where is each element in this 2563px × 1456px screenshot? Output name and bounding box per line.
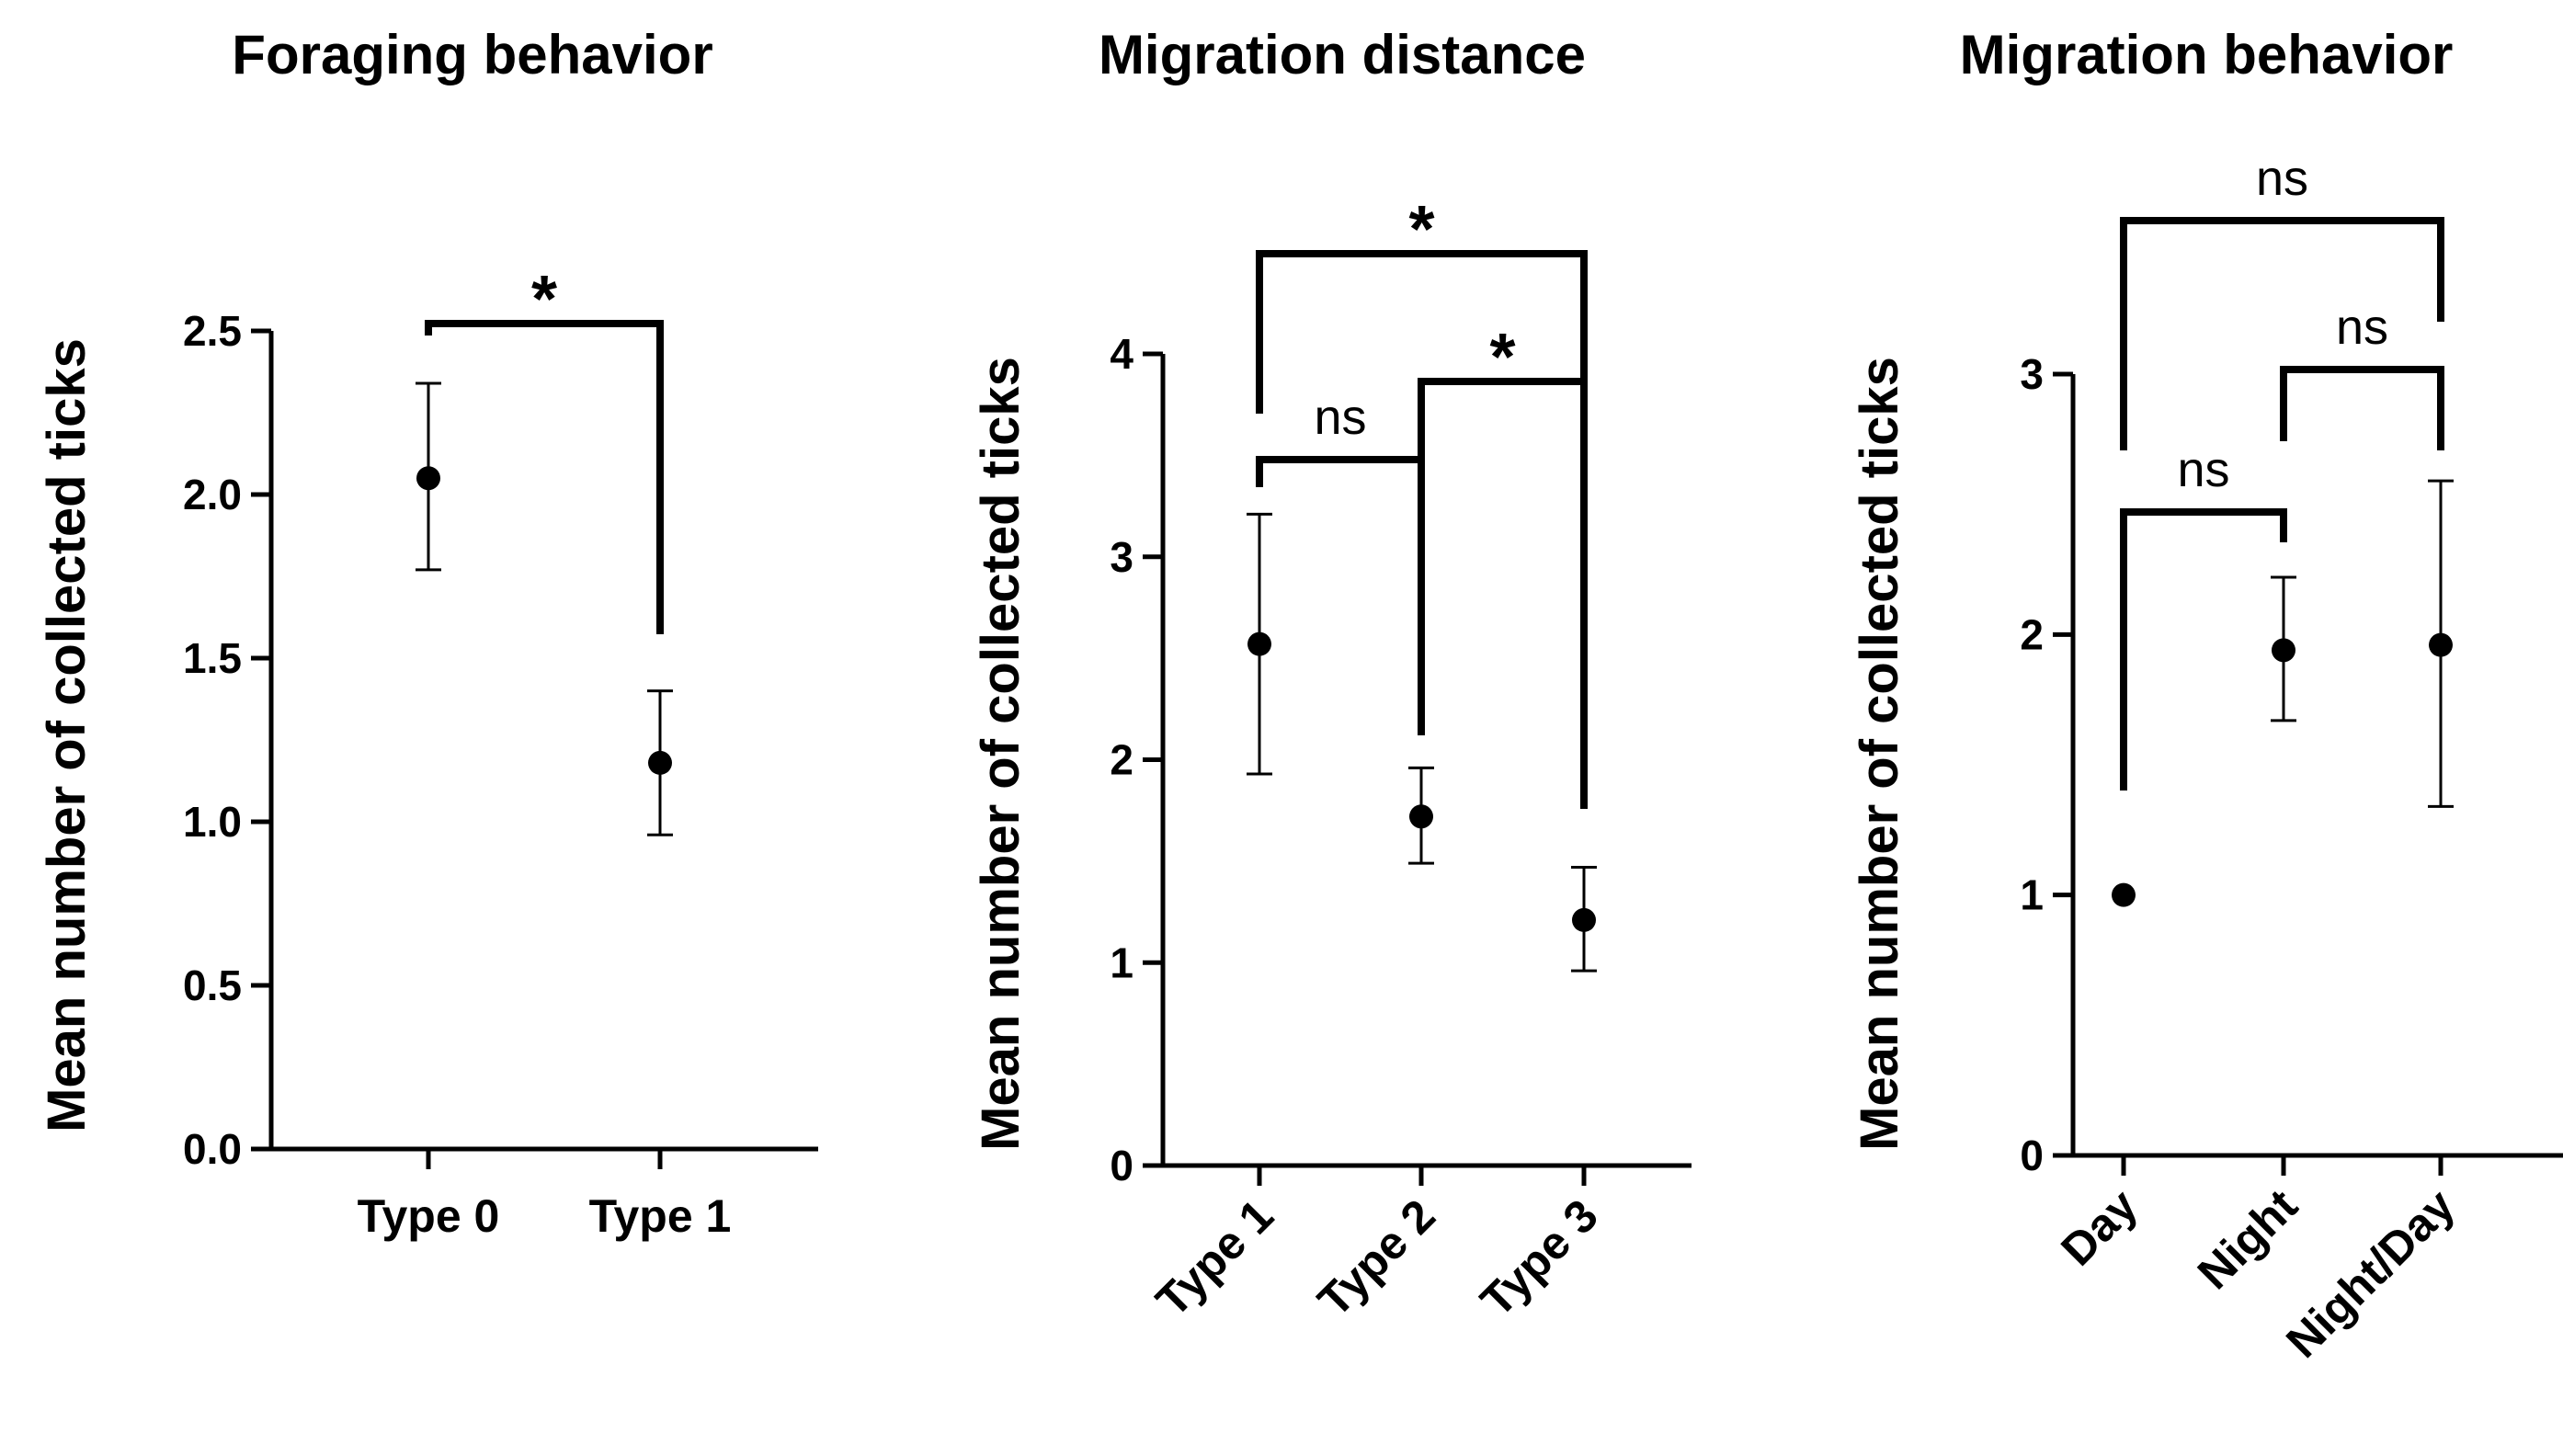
- y-tick-label: 2.5: [183, 307, 242, 355]
- significance-bracket: [2280, 366, 2444, 450]
- significance-bracket: [2120, 508, 2287, 791]
- significance-label: *: [531, 263, 557, 336]
- y-axis-label: Mean number of collected ticks: [37, 338, 97, 1132]
- data-point-type-1: [1247, 631, 1271, 656]
- data-point-type-0: [416, 466, 440, 491]
- chart-title: Foraging behavior: [232, 24, 712, 85]
- data-point-night-day: [2429, 632, 2453, 657]
- y-tick-label: 0.0: [183, 1125, 242, 1173]
- significance-bracket: [425, 320, 664, 634]
- chart-title: Migration distance: [1099, 24, 1586, 85]
- y-tick-label: 4: [1110, 330, 1133, 378]
- x-tick-label-type-1: Type 1: [589, 1190, 732, 1242]
- x-tick-label-type-2: Type 2: [1308, 1189, 1445, 1326]
- significance-label: ns: [2256, 151, 2308, 206]
- y-axis-label: Mean number of collected ticks: [1850, 357, 1909, 1151]
- x-tick-label-type-0: Type 0: [358, 1190, 500, 1242]
- y-tick-label: 0.5: [183, 961, 242, 1009]
- significance-label: ns: [2177, 442, 2229, 497]
- x-tick-label-night-day: Night/Day: [2276, 1179, 2465, 1368]
- y-tick-label: 3: [2020, 350, 2044, 398]
- panel-foraging-behavior: Foraging behavior Mean number of collecte…: [37, 24, 818, 1242]
- y-tick-label: 1: [1110, 938, 1133, 986]
- significance-label: ns: [1314, 390, 1366, 445]
- significance-bracket: [1418, 378, 1588, 809]
- y-tick-label: 2: [1110, 736, 1133, 784]
- y-tick-label: 0: [1110, 1142, 1133, 1189]
- x-tick-label-day: Day: [2051, 1179, 2147, 1276]
- x-tick-label-type-1: Type 1: [1146, 1189, 1283, 1326]
- chart-title: Migration behavior: [1960, 24, 2454, 85]
- data-point-type-2: [1409, 804, 1433, 829]
- data-point-night: [2272, 638, 2295, 663]
- x-tick-label-type-3: Type 3: [1471, 1189, 1608, 1326]
- panel-migration-behavior: Migration behavior Mean number of collect…: [1850, 24, 2563, 1368]
- data-point-type-3: [1572, 907, 1596, 932]
- y-tick-label: 2: [2020, 610, 2044, 658]
- panel-migration-distance: Migration distance Mean number of collect…: [971, 24, 1692, 1326]
- significance-bracket: [1256, 250, 1588, 809]
- data-point-day: [2112, 882, 2136, 907]
- y-tick-label: 3: [1110, 533, 1133, 581]
- y-tick-label: 0: [2020, 1132, 2044, 1179]
- y-tick-label: 2.0: [183, 471, 242, 518]
- significance-bracket: [1256, 456, 1425, 735]
- significance-label: ns: [2336, 300, 2388, 355]
- x-tick-label-night: Night: [2188, 1179, 2307, 1299]
- y-tick-label: 1.0: [183, 798, 242, 846]
- y-axis-label: Mean number of collected ticks: [971, 357, 1031, 1151]
- significance-label: *: [1408, 193, 1434, 267]
- data-point-type-1: [648, 750, 672, 775]
- significance-label: *: [1489, 321, 1515, 394]
- y-tick-label: 1.5: [183, 634, 242, 682]
- y-tick-label: 1: [2020, 871, 2044, 919]
- significance-bracket: [2120, 217, 2444, 450]
